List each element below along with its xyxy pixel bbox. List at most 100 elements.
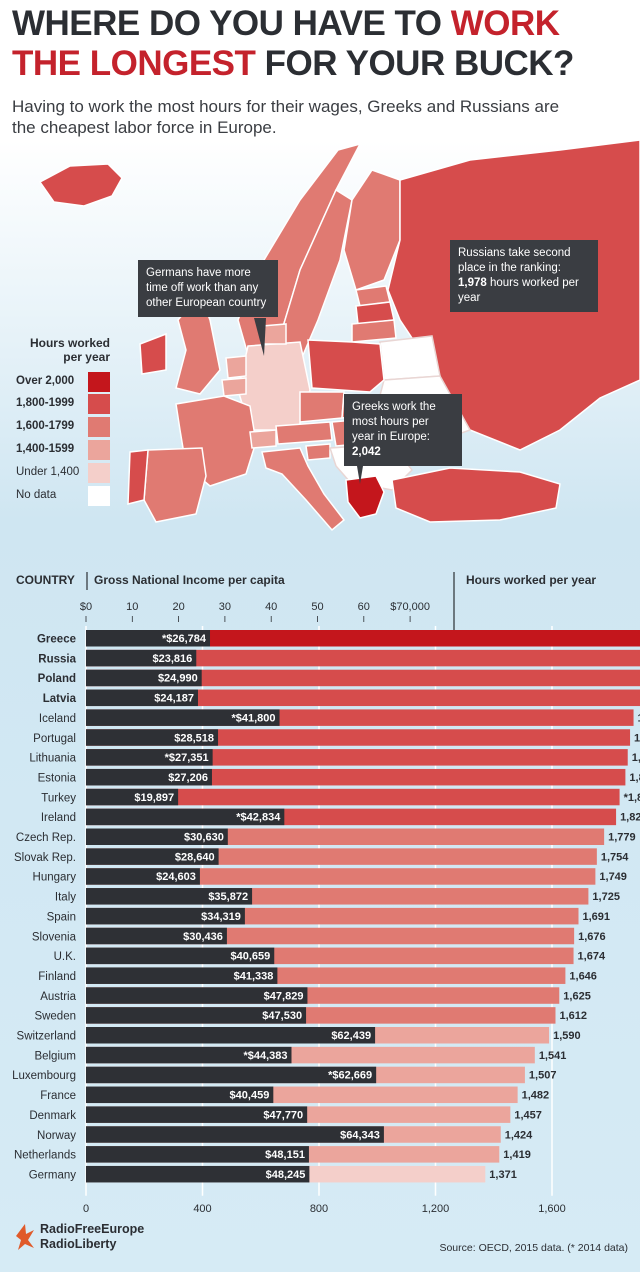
hours-bar — [86, 649, 640, 667]
map-denmark — [261, 323, 287, 345]
source-note: Source: OECD, 2015 data. (* 2014 data) — [439, 1242, 628, 1254]
income-tick-label: 30 — [219, 601, 231, 613]
russia-callout-text-c: hours worked per year — [458, 277, 579, 304]
country-label: France — [40, 1090, 76, 1102]
country-label: Sweden — [34, 1011, 76, 1023]
greece-callout: Greeks work the most hours per year in E… — [344, 394, 462, 466]
income-value-label: $35,872 — [208, 891, 248, 903]
russia-callout-value: 1,978 — [458, 277, 487, 289]
income-bar — [86, 669, 202, 687]
country-label: Austria — [40, 991, 76, 1003]
logo-text: RadioFreeEurope RadioLiberty — [40, 1222, 144, 1252]
income-value-label: $27,206 — [168, 772, 208, 784]
country-label: Germany — [29, 1169, 77, 1181]
income-bar — [86, 749, 213, 766]
hours-value-label: 1,419 — [503, 1149, 531, 1161]
country-label: Luxembourg — [12, 1070, 76, 1082]
legend-swatch — [88, 486, 110, 506]
title-line1-part-b: WORK — [450, 4, 560, 43]
logo-line1: RadioFreeEurope — [40, 1222, 145, 1236]
germany-callout: Germans have more time off work than any… — [138, 260, 278, 317]
hours-value-label: 1,646 — [569, 970, 597, 982]
legend-swatch — [88, 394, 110, 414]
germany-callout-pointer — [254, 318, 266, 356]
income-tick-label: 40 — [265, 601, 277, 613]
income-tick-label: $0 — [80, 601, 92, 613]
map-turkey — [391, 467, 561, 523]
hours-value-label: 1,749 — [599, 871, 627, 883]
income-bar — [86, 927, 227, 945]
legend-item-no-data: No data — [14, 486, 110, 506]
income-bar — [86, 888, 253, 905]
country-header: COUNTRY — [16, 573, 75, 587]
country-label: Turkey — [41, 792, 76, 804]
hours-value-label: 1,625 — [563, 990, 591, 1002]
income-tick-label: 20 — [172, 601, 184, 613]
legend-label: Over 2,000 — [16, 375, 75, 387]
income-bar — [86, 649, 197, 667]
country-label: Czech Rep. — [16, 832, 76, 844]
hours-header: Hours worked per year — [466, 573, 596, 587]
country-label: Finland — [38, 971, 76, 983]
hours-value-label: 1,725 — [592, 891, 620, 903]
germany-callout-text: Germans have more time off work than any… — [146, 267, 267, 309]
map-czech — [299, 391, 345, 423]
income-value-label: $47,530 — [262, 1010, 302, 1022]
hours-value-label: 1,371 — [489, 1169, 517, 1181]
logo-mark-icon — [16, 1224, 34, 1250]
legend-swatch — [88, 417, 110, 437]
hours-bar — [86, 749, 628, 766]
country-label: Spain — [47, 911, 76, 923]
map-legend: Hours worked per year Over 2,000 1,800-1… — [14, 336, 110, 506]
income-bar — [86, 947, 275, 965]
map-belarus — [379, 335, 441, 381]
title-line2-part-a: THE LONGEST — [12, 44, 256, 83]
russia-callout-text-a: Russians take second place in the rankin… — [458, 247, 571, 274]
income-value-label: $30,630 — [184, 832, 224, 844]
income-bar — [86, 788, 179, 806]
income-value-label: $34,319 — [201, 911, 241, 923]
country-label: Ireland — [41, 812, 76, 824]
income-value-label: $24,990 — [158, 673, 198, 685]
income-value-label: $30,436 — [183, 931, 223, 943]
income-bar — [86, 828, 228, 845]
russia-callout: Russians take second place in the rankin… — [450, 240, 598, 312]
map-italy — [261, 447, 346, 532]
country-label: Switzerland — [17, 1031, 76, 1043]
legend-title: Hours worked per year — [29, 336, 110, 364]
income-bar — [86, 987, 308, 1004]
income-tick-label: 50 — [311, 601, 323, 613]
hours-value-label: 1,482 — [522, 1090, 550, 1102]
income-bar — [86, 768, 212, 786]
hours-value-label: 1,820 — [620, 812, 640, 824]
legend-item-under-1400: Under 1,400 — [14, 463, 110, 483]
legend-item-1600-1799: 1,600-1799 — [14, 417, 110, 437]
income-value-label: $40,659 — [230, 951, 270, 963]
hours-bar — [86, 630, 640, 647]
income-value-label: $47,770 — [263, 1109, 303, 1121]
income-bar — [86, 729, 219, 746]
hours-value-label: 1,612 — [559, 1010, 587, 1022]
income-bar — [86, 1066, 377, 1084]
hours-bar — [86, 788, 620, 806]
hours-value-label: 1,691 — [583, 911, 611, 923]
hours-bar — [86, 729, 631, 746]
income-value-label: $19,897 — [134, 792, 174, 804]
map-belgium — [221, 377, 247, 397]
hours-value-label: 1,424 — [505, 1129, 533, 1141]
country-label: U.K. — [54, 951, 76, 963]
hours-value-label: 1,754 — [601, 851, 629, 863]
income-bar — [86, 689, 198, 707]
map-finland — [343, 169, 401, 291]
income-value-label: *$62,669 — [328, 1070, 372, 1082]
income-bar — [86, 848, 219, 865]
legend-swatch — [88, 372, 110, 392]
country-label: Latvia — [43, 693, 77, 705]
map-slovenia — [305, 443, 331, 461]
hours-value-label: 1,852 — [629, 772, 640, 784]
title-line2-part-b: FOR YOUR BUCK? — [255, 44, 575, 83]
hours-value-label: 1,674 — [578, 951, 606, 963]
hours-bar — [86, 868, 596, 885]
page-title: WHERE DO YOU HAVE TO WORK THE LONGEST FO… — [12, 4, 574, 84]
income-bar — [86, 1007, 307, 1024]
